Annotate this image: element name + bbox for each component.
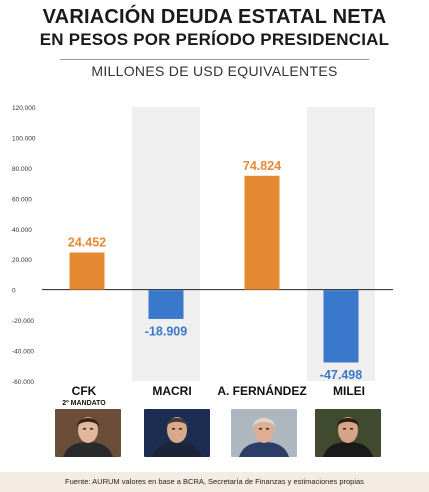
y-tick-label: -20.000 <box>12 318 34 325</box>
category-label-milei: MILEI <box>333 384 365 398</box>
chart-title-line-1: VARIACIÓN DEUDA ESTATAL NETA <box>42 6 387 28</box>
fernandez-photo <box>231 409 297 457</box>
bar-1 <box>148 290 184 319</box>
y-tick-label: 80.000 <box>12 166 32 173</box>
y-tick-label: 20.000 <box>12 257 32 264</box>
source-footer: Fuente: AURUM valores en base a BCRA, Se… <box>0 472 429 492</box>
portrait-icon <box>315 409 381 457</box>
chart-subtitle: MILLONES DE USD EQUIVALENTES <box>91 63 338 79</box>
y-tick-label: 120.000 <box>12 105 36 112</box>
category-label-macri: MACRI <box>152 384 192 398</box>
portrait-icon <box>55 409 121 457</box>
bar-0 <box>69 252 105 290</box>
category-label-fernandez: A. FERNÁNDEZ <box>217 384 307 398</box>
macri-photo <box>144 409 210 457</box>
y-tick-label: 0 <box>12 288 16 295</box>
bar-2 <box>244 175 280 290</box>
category-note-cfk: 2º MANDATO <box>62 400 106 407</box>
bar-chart: 120.000 100.000 80.000 60.000 40.000 20.000 0 -… <box>12 105 393 385</box>
bar-3 <box>323 290 359 363</box>
value-label-0: 24.452 <box>68 235 106 249</box>
value-label-2: 74.824 <box>243 159 281 173</box>
y-tick-label: 60.000 <box>12 196 32 203</box>
portrait-icon <box>231 409 297 457</box>
shade-column-1 <box>132 107 200 381</box>
value-label-1: -18.909 <box>145 324 187 338</box>
value-label-3: -47.498 <box>320 368 362 382</box>
chart-title-line-2: EN PESOS POR PERÍODO PRESIDENCIAL <box>39 30 390 49</box>
y-tick-label: 40.000 <box>12 227 32 234</box>
title-divider <box>60 59 369 60</box>
category-label-cfk: CFK <box>71 384 97 398</box>
y-tick-label: -60.000 <box>12 379 34 385</box>
milei-photo <box>315 409 381 457</box>
portrait-icon <box>144 409 210 457</box>
y-tick-label: -40.000 <box>12 349 34 356</box>
cfk-photo <box>55 409 121 457</box>
source-text: Fuente: AURUM valores en base a BCRA, Se… <box>65 477 364 486</box>
y-tick-label: 100.000 <box>12 135 36 142</box>
